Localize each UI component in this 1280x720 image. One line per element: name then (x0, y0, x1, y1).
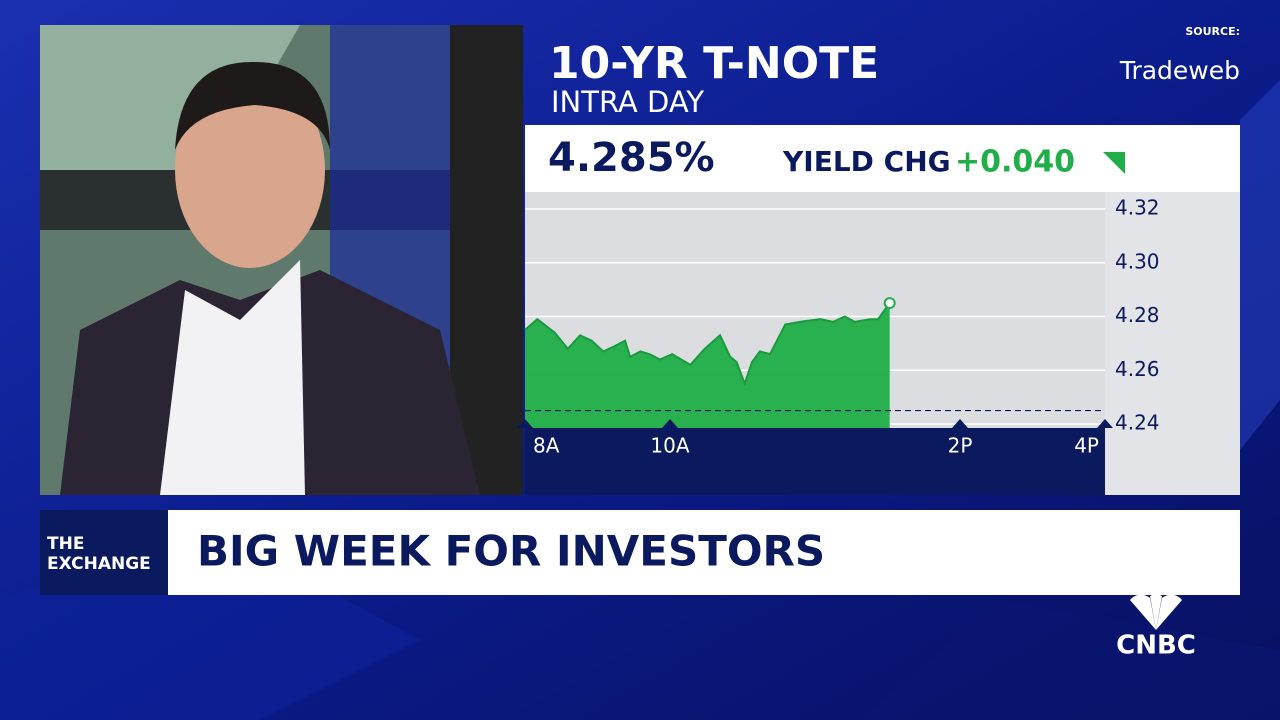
bg-facet (860, 600, 1280, 720)
readout-value: 4.285% (548, 135, 715, 181)
x-axis-band (525, 428, 1105, 495)
x-tick-label: 10A (650, 434, 689, 458)
y-tick-label: 4.28 (1115, 303, 1160, 327)
y-tick-label: 4.32 (1115, 196, 1160, 220)
network-logo: CNBC (1116, 594, 1196, 661)
studio-pillar (450, 25, 523, 495)
change-value: +0.040 (955, 145, 1075, 180)
x-tick-mark (952, 419, 968, 428)
network-name: CNBC (1116, 631, 1196, 661)
line (524, 302, 891, 387)
shirt (160, 260, 305, 495)
logo-feather (1156, 594, 1182, 630)
chart-title: 10-YR T-NOTE (549, 38, 879, 89)
last-point (883, 297, 896, 310)
show-tag-line: EXCHANGE (47, 554, 151, 574)
headline: BIG WEEK FOR INVESTORS (197, 527, 825, 576)
source-name: Tradeweb (1119, 56, 1240, 85)
x-tick-mark (517, 419, 533, 428)
x-tick-label: 8A (533, 434, 560, 458)
area-fill (525, 303, 890, 428)
x-tick-label: 2P (948, 434, 973, 458)
source-label: SOURCE: (1185, 25, 1240, 38)
x-tick-mark (662, 419, 678, 428)
face (175, 72, 325, 268)
lower-third (40, 510, 1240, 595)
y-tick-label: 4.26 (1115, 357, 1160, 381)
logo-feather (1130, 594, 1156, 630)
x-tick-label: 4P (1074, 434, 1099, 458)
x-tick-mark (1097, 419, 1113, 428)
change-label: YIELD CHG (782, 145, 951, 178)
bg-facet (1240, 80, 1280, 450)
show-tag-line: THE (47, 534, 84, 554)
y-tick-label: 4.24 (1115, 411, 1160, 435)
logo-feather (1150, 594, 1162, 630)
show-tag (40, 510, 168, 595)
y-tick-label: 4.30 (1115, 249, 1160, 273)
video-feed (40, 25, 523, 495)
chart-subtitle: INTRA DAY (551, 85, 704, 119)
hair (175, 61, 330, 150)
change-arrow (1103, 152, 1125, 174)
